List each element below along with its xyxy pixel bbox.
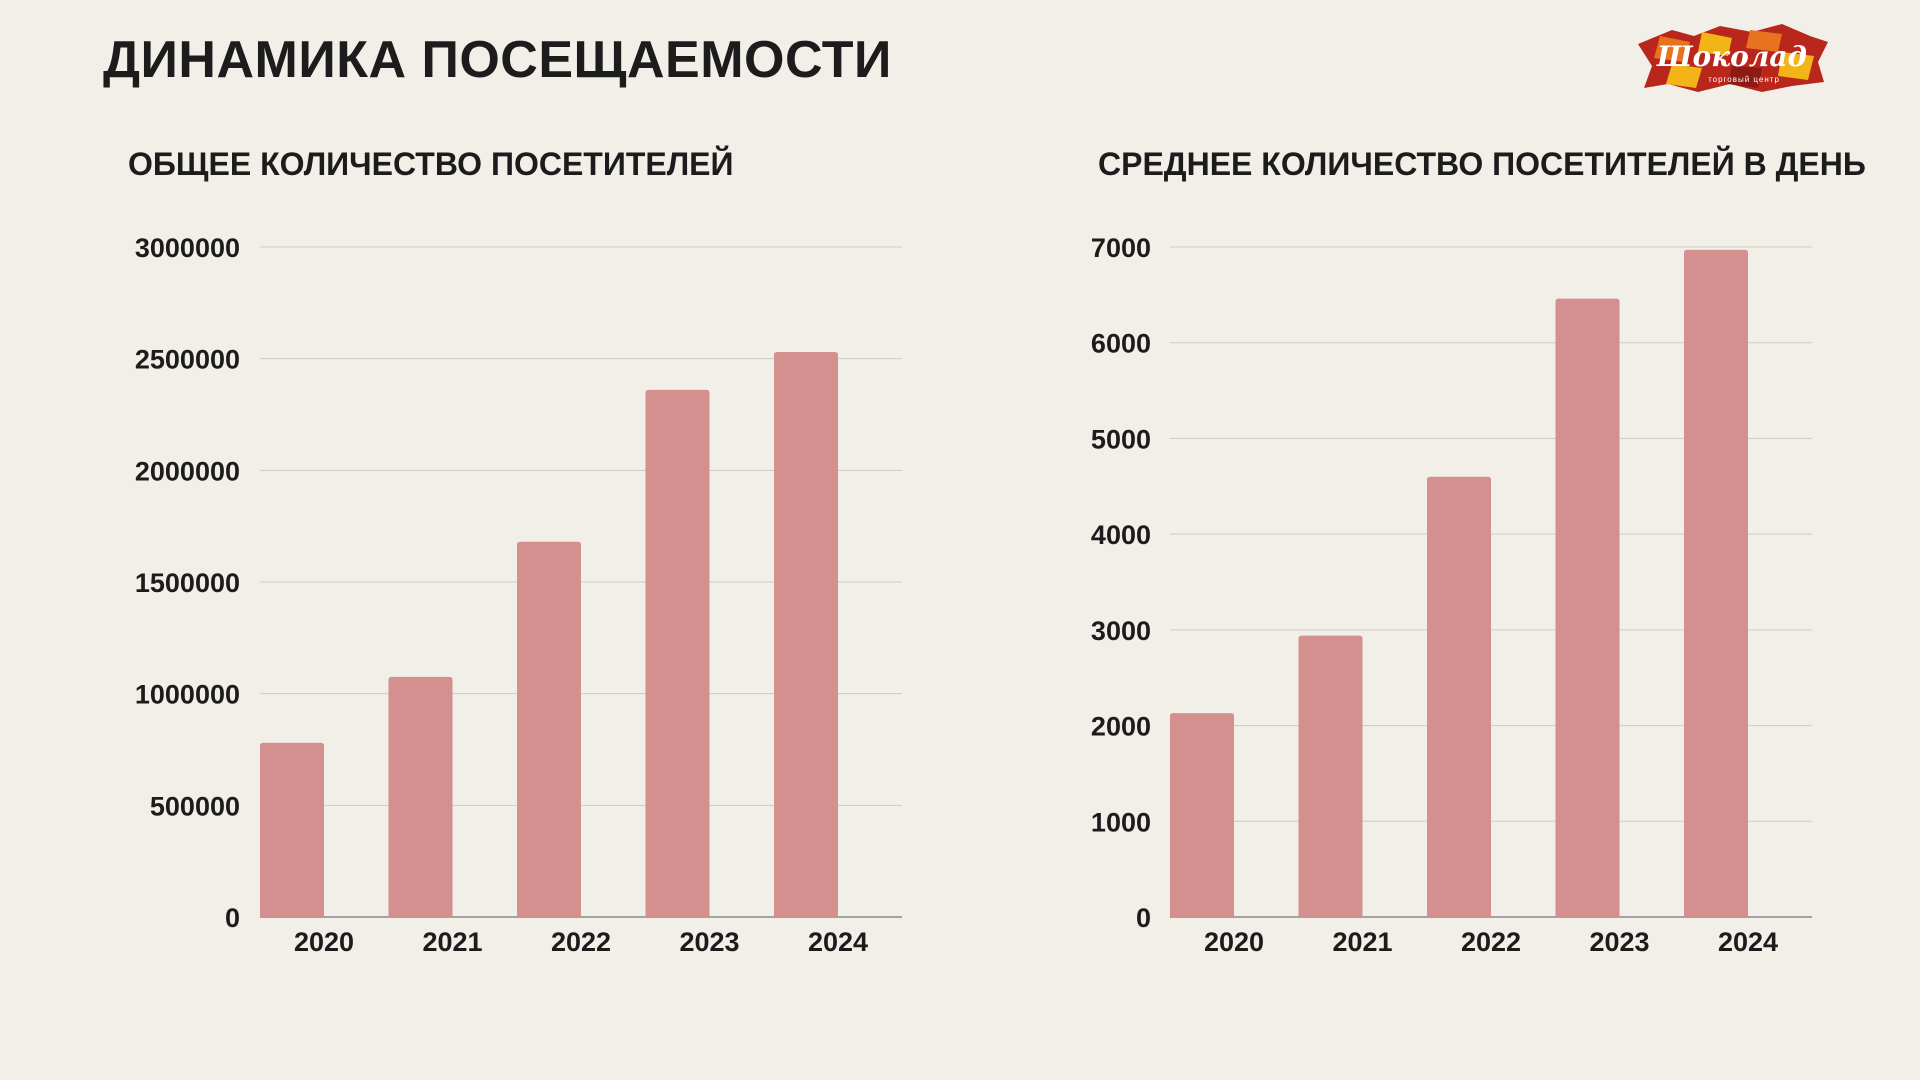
x-tick-label: 2022: [1461, 927, 1521, 957]
y-tick-label: 1000000: [135, 680, 240, 710]
bar-2020: [1170, 713, 1234, 917]
logo-graphic: Шоколад торговый центр: [1638, 24, 1828, 92]
x-tick-label: 2024: [808, 927, 868, 957]
page-title: ДИНАМИКА ПОСЕЩАЕМОСТИ: [103, 31, 892, 89]
x-tick-label: 2020: [294, 927, 354, 957]
bar-2022: [1427, 476, 1491, 917]
y-tick-label: 7000: [1091, 233, 1151, 263]
y-tick-label: 2000000: [135, 456, 240, 486]
x-tick-label: 2021: [422, 927, 482, 957]
bar-2024: [1684, 249, 1748, 917]
y-tick-label: 0: [1136, 903, 1151, 933]
x-tick-label: 2022: [551, 927, 611, 957]
x-tick-label: 2023: [679, 927, 739, 957]
bar-2021: [1298, 635, 1363, 917]
logo-subtext: торговый центр: [1708, 75, 1780, 84]
x-tick-label: 2021: [1332, 927, 1392, 957]
y-tick-label: 6000: [1091, 329, 1151, 359]
bar-2023: [645, 389, 710, 917]
bar-2024: [774, 351, 838, 917]
y-tick-label: 2500000: [135, 345, 240, 375]
y-tick-label: 5000: [1091, 424, 1151, 454]
y-tick-label: 500000: [150, 791, 240, 821]
bar-2023: [1555, 298, 1620, 918]
logo-text: Шоколад: [1656, 40, 1807, 73]
y-tick-label: 3000: [1091, 616, 1151, 646]
chart-title-daily-visitors: СРЕДНЕЕ КОЛИЧЕСТВО ПОСЕТИТЕЛЕЙ В ДЕНЬ: [1098, 146, 1866, 182]
x-tick-label: 2023: [1589, 927, 1649, 957]
bar-2022: [517, 541, 581, 917]
bar-2020: [260, 742, 324, 917]
brand-logo: Шоколад торговый центр: [1632, 22, 1832, 94]
bar-chart-total-visitors: 0 500000 1000000 1500000 2000000 2500000 30000…: [135, 233, 902, 957]
y-tick-label: 2000: [1091, 712, 1151, 742]
y-tick-label: 4000: [1091, 520, 1151, 550]
y-tick-label: 1000: [1091, 807, 1151, 837]
y-tick-label: 0: [225, 903, 240, 933]
bar-2021: [388, 676, 453, 917]
x-tick-label: 2024: [1718, 927, 1778, 957]
chart-title-total-visitors: ОБЩЕЕ КОЛИЧЕСТВО ПОСЕТИТЕЛЕЙ: [128, 146, 734, 182]
y-tick-label: 3000000: [135, 233, 240, 263]
y-tick-label: 1500000: [135, 568, 240, 598]
x-tick-label: 2020: [1204, 927, 1264, 957]
